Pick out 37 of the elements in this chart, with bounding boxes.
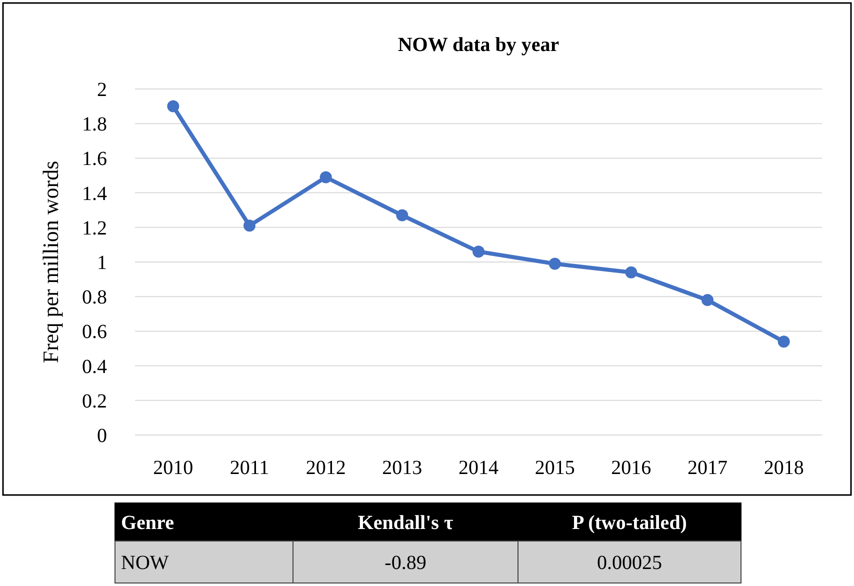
text: Kendall's τ	[358, 512, 454, 534]
y-tick-label: 0.4	[82, 356, 107, 378]
point	[778, 336, 790, 348]
y-tick-label: 2	[97, 79, 107, 101]
chart-title: NOW data by year	[398, 34, 560, 56]
y-axis-title: Freq per million words	[38, 160, 63, 364]
text: Genre	[121, 512, 174, 534]
y-tick-label: 1	[97, 252, 107, 274]
x-tick-label: 2015	[534, 457, 575, 479]
x-tick-label: 2011	[230, 457, 270, 479]
point	[396, 209, 408, 222]
point	[625, 266, 638, 278]
text: P (two-tailed)	[572, 512, 687, 534]
y-tick-label: 1.8	[82, 114, 107, 136]
y-tick-label: 0.2	[82, 390, 107, 412]
point	[702, 294, 714, 306]
point	[244, 220, 256, 232]
text: 0.00025	[597, 552, 662, 574]
y-tick-label: 0.6	[82, 321, 107, 344]
y-tick-label: 1.6	[82, 148, 107, 170]
x-tick-label: 2017	[688, 457, 728, 479]
y-tick-label: 1.4	[82, 182, 107, 205]
point	[548, 258, 561, 270]
x-tick-label: 2014	[458, 457, 498, 479]
y-tick-label: 1.2	[82, 217, 107, 240]
point	[320, 171, 332, 184]
text: -0.89	[384, 552, 426, 574]
x-tick-label: 2016	[611, 457, 652, 479]
y-tick-label: 0	[97, 425, 107, 447]
text: NOW	[121, 552, 169, 574]
y-tick-label: 0.8	[82, 286, 107, 309]
point	[167, 100, 180, 112]
x-tick-label: 2010	[153, 457, 194, 479]
x-tick-label: 2013	[382, 457, 422, 479]
x-tick-label: 2018	[764, 457, 804, 479]
point	[472, 246, 484, 258]
x-tick-label: 2012	[306, 457, 346, 479]
